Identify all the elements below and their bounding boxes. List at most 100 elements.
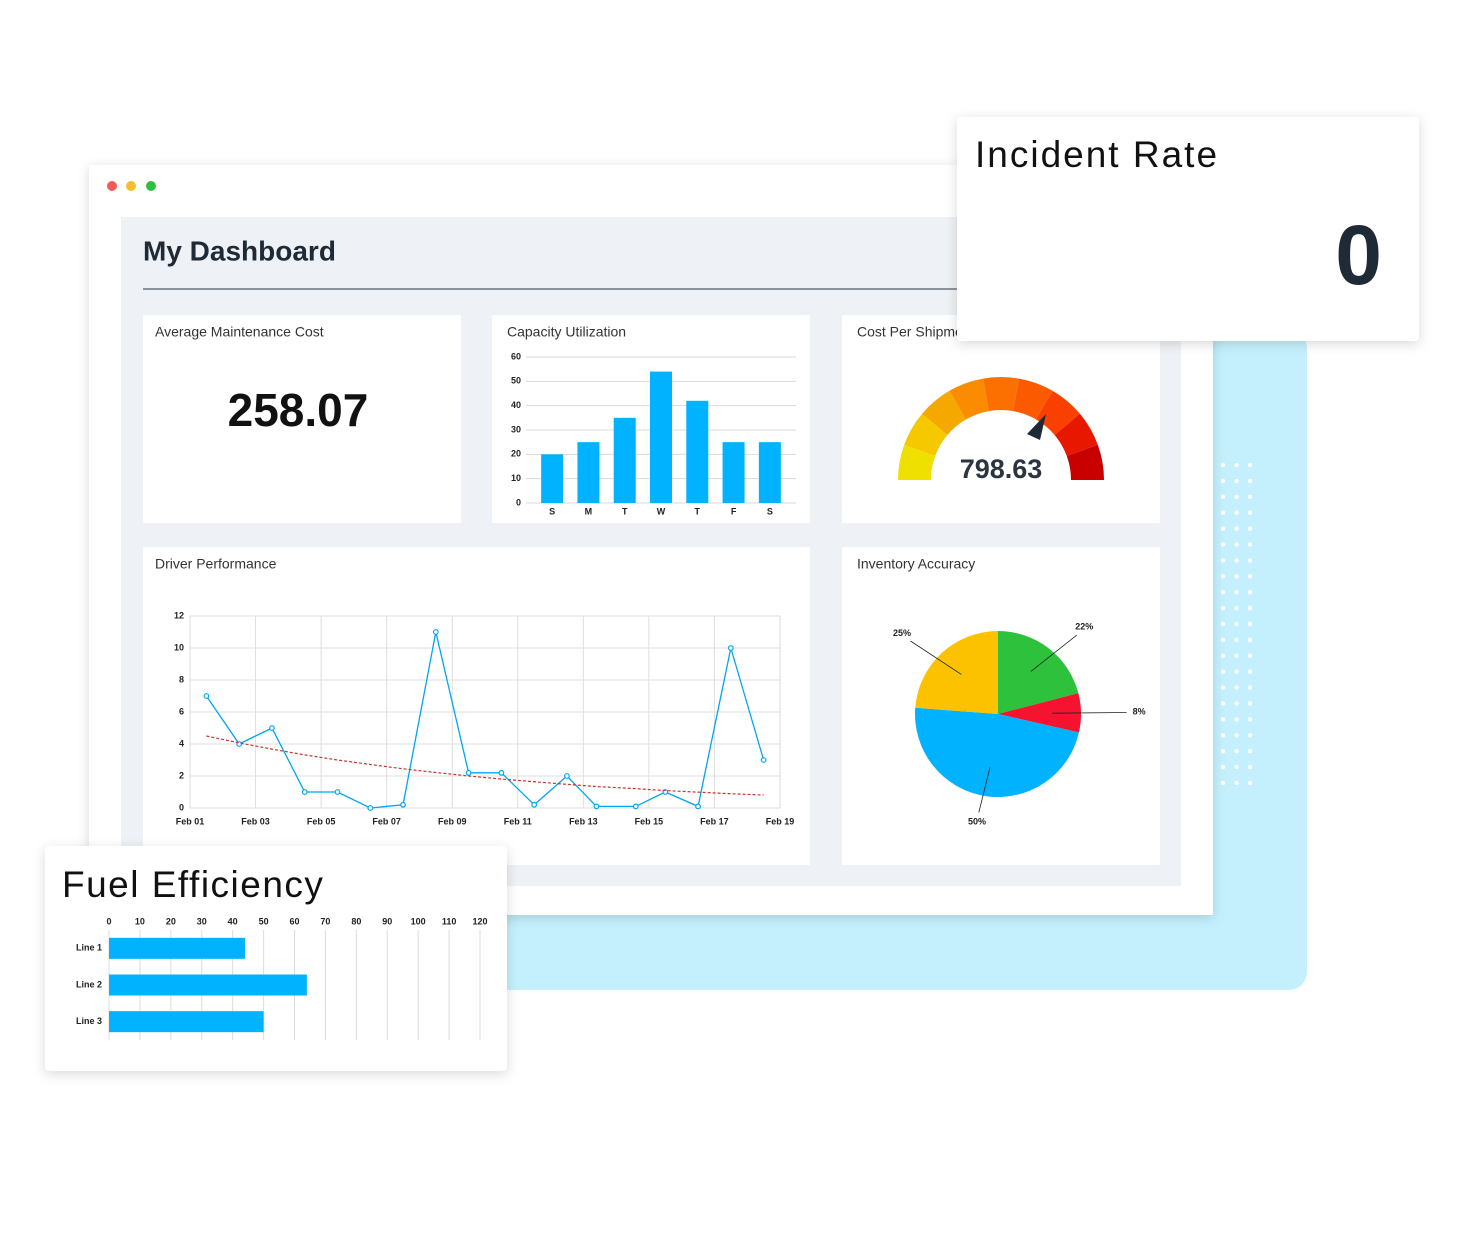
y-tick-label: 6 — [179, 706, 184, 716]
data-point — [301, 789, 308, 795]
data-point — [727, 645, 734, 651]
dot — [1247, 510, 1253, 515]
card — [143, 315, 461, 523]
window-close[interactable] — [107, 181, 117, 191]
x-tick-label: Feb 17 — [700, 816, 729, 826]
pie-slice — [915, 631, 998, 714]
x-tick-label: Feb 05 — [307, 816, 336, 826]
dot-pattern — [1220, 462, 1253, 786]
leader-line — [978, 767, 991, 813]
dot — [1247, 574, 1253, 579]
x-tick-label: 70 — [320, 916, 330, 926]
dot — [1220, 764, 1226, 770]
bar — [109, 1011, 264, 1033]
dot — [1220, 653, 1226, 658]
gauge-needle — [1027, 414, 1046, 440]
hbar-chart: 0 10 20 30 40 50 60 70 80 90 100 110 120 Line 1 Line 2… — [76, 916, 488, 1040]
kpi-value: 258.07 — [228, 384, 369, 436]
dot — [1247, 669, 1253, 674]
bar — [613, 417, 636, 503]
x-tick-label: F — [731, 506, 737, 516]
dot — [1220, 717, 1226, 722]
dot — [1234, 780, 1239, 786]
dot — [1247, 685, 1253, 690]
x-tick-label: M — [585, 506, 593, 516]
dot — [1220, 685, 1226, 690]
data-point — [564, 773, 570, 779]
data-point — [432, 629, 439, 635]
dot — [1234, 605, 1239, 611]
dot — [1234, 653, 1239, 658]
data-label: 50% — [968, 817, 986, 827]
window-maximize[interactable] — [146, 181, 156, 191]
data-point — [400, 801, 406, 808]
dot — [1234, 621, 1239, 627]
y-tick-label: Line 1 — [76, 943, 102, 953]
dot — [1247, 733, 1253, 738]
card-title: Fuel Efficiency — [62, 864, 324, 905]
card-title: Average Maintenance Cost — [155, 324, 324, 340]
x-tick-label: 80 — [351, 916, 361, 926]
bar — [541, 454, 564, 503]
dot — [1220, 733, 1226, 738]
y-tick-label: 2 — [179, 770, 184, 780]
data-point — [760, 757, 767, 763]
dot — [1234, 590, 1239, 595]
pie-slice — [998, 693, 1082, 733]
x-tick-label: 20 — [166, 916, 176, 926]
x-tick-label: 0 — [106, 916, 111, 926]
dot — [1220, 462, 1226, 468]
dot — [1220, 526, 1226, 531]
y-tick-label: 0 — [516, 497, 521, 507]
y-tick-label: 0 — [179, 802, 184, 812]
card — [143, 547, 810, 865]
x-tick-label: 120 — [472, 916, 487, 926]
bar — [109, 937, 246, 959]
bar — [650, 371, 672, 503]
gauge-band — [898, 444, 936, 480]
dot — [1220, 590, 1226, 595]
dot — [1220, 478, 1226, 484]
data-label: 25% — [893, 628, 911, 638]
dot — [1247, 478, 1253, 484]
dot — [1234, 462, 1239, 468]
window-minimize[interactable] — [126, 181, 136, 191]
y-tick-label: 40 — [511, 400, 521, 410]
gauge-value: 798.63 — [960, 454, 1043, 484]
dot — [1220, 701, 1226, 706]
bar — [686, 400, 709, 503]
dot — [1247, 621, 1253, 627]
leader-line — [1051, 712, 1127, 714]
dot — [1234, 574, 1239, 579]
y-tick-label: Line 3 — [76, 1016, 102, 1026]
pie-slice — [914, 707, 1079, 798]
dot — [1234, 749, 1239, 754]
dot — [1220, 780, 1226, 786]
dot — [1234, 733, 1239, 738]
gauge-band — [1054, 413, 1098, 457]
data-label: 8% — [1133, 707, 1146, 717]
data-point — [367, 805, 374, 811]
dot — [1234, 478, 1239, 484]
y-tick-label: 60 — [511, 351, 521, 361]
dot — [1234, 510, 1239, 515]
bar — [577, 442, 600, 503]
dot — [1220, 637, 1226, 643]
leader-line — [910, 640, 962, 675]
dot — [1220, 669, 1226, 674]
card-title: Inventory Accuracy — [857, 556, 975, 572]
gauge-band — [904, 413, 948, 457]
dot — [1220, 574, 1226, 579]
dot — [1234, 701, 1239, 706]
gauge — [898, 377, 1104, 480]
y-tick-label: 4 — [179, 738, 184, 748]
gauge-band — [949, 378, 989, 420]
pie-slice — [998, 631, 1079, 714]
x-tick-label: T — [622, 506, 628, 516]
dot — [1220, 749, 1226, 754]
dot — [1234, 685, 1239, 690]
bar — [109, 974, 307, 996]
x-tick-label: S — [549, 506, 555, 516]
